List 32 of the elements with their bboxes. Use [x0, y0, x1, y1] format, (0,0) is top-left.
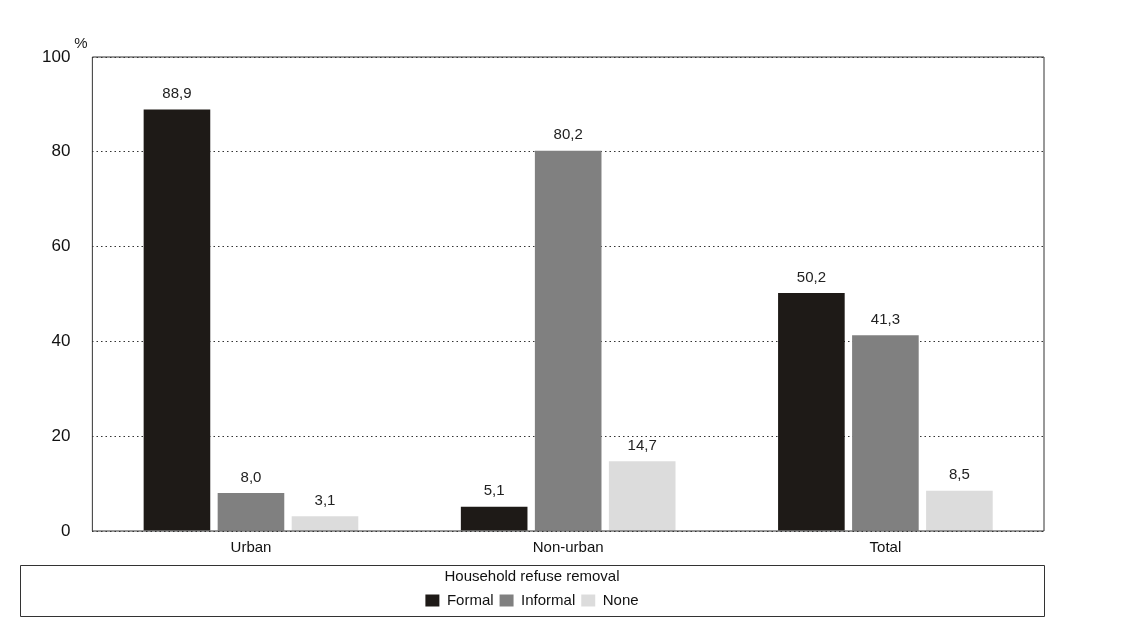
- x-tick-label: Non-urban: [532, 538, 604, 556]
- data-label: 8,5: [948, 465, 970, 483]
- data-label: 80,2: [553, 125, 583, 143]
- data-label: 5,1: [483, 481, 505, 499]
- y-tick-label: 60: [51, 236, 71, 256]
- bar: [534, 150, 602, 531]
- y-axis-title: %: [74, 33, 88, 51]
- data-label: 3,1: [314, 490, 336, 508]
- y-tick-label: 20: [51, 425, 71, 445]
- data-label: 41,3: [870, 309, 900, 327]
- bar: [217, 493, 285, 531]
- data-label: 88,9: [162, 84, 192, 102]
- x-tick-label: Urban: [230, 538, 272, 556]
- bar: [143, 109, 211, 531]
- y-tick-label: 80: [51, 141, 71, 161]
- y-tick-label: 0: [60, 520, 71, 540]
- data-label: 50,2: [796, 267, 826, 285]
- data-label: 14,7: [627, 435, 657, 453]
- legend-label: None: [602, 590, 639, 608]
- y-tick-label: 40: [51, 331, 71, 351]
- bar: [460, 506, 528, 531]
- bar: [926, 490, 993, 531]
- x-tick-label: Total: [869, 538, 902, 556]
- legend-title: Household refuse removal: [444, 566, 620, 584]
- bar: [291, 516, 359, 531]
- data-label: 8,0: [240, 467, 262, 485]
- bar: [778, 293, 845, 531]
- y-tick-label: 100: [41, 46, 71, 66]
- legend-label: Formal: [446, 590, 494, 608]
- bar: [608, 461, 676, 531]
- bar: [852, 335, 919, 531]
- legend-label: Informal: [521, 590, 576, 608]
